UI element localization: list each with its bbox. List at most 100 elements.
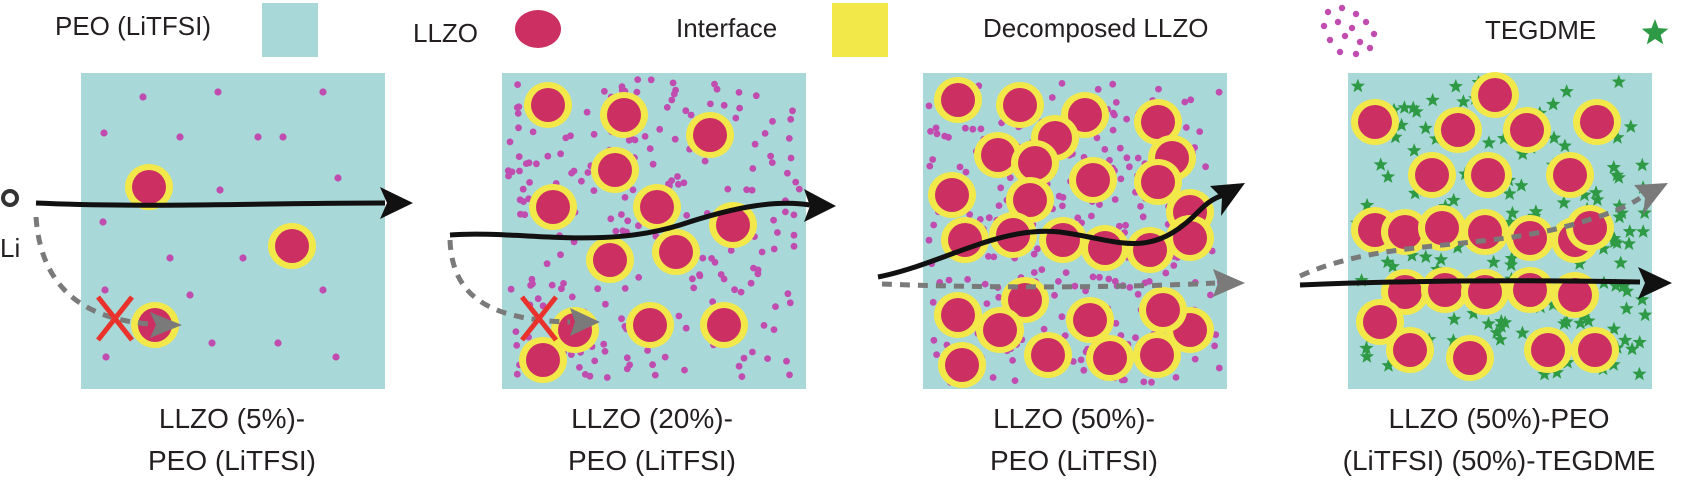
tegdme-star (1614, 205, 1629, 220)
caption-panel-2-line-2: PEO (LiTFSI) (568, 445, 736, 476)
llzo-particle (945, 348, 979, 382)
decomposed-dot (1040, 325, 1048, 333)
decomposed-dot (1112, 319, 1120, 327)
decomposed-dot (279, 133, 287, 141)
decomposed-dot (1109, 80, 1117, 88)
decomposed-dot (707, 100, 714, 108)
decomposed-dot (764, 355, 771, 362)
decomposed-dot (519, 185, 527, 193)
legend-peo-label: PEO (LiTFSI) (55, 11, 211, 41)
decomposed-dot (751, 140, 759, 148)
decomposed-dot (689, 275, 696, 283)
llzo-particle (1531, 333, 1565, 367)
decomposed-dot (1105, 275, 1113, 283)
llzo-particle (693, 118, 727, 152)
decomposed-dot (619, 227, 627, 235)
decomposed-dot (319, 88, 327, 96)
tegdme-star (1625, 341, 1640, 356)
tegdme-star (1635, 157, 1650, 172)
decomposed-dot (683, 212, 691, 219)
decomposed-dot (668, 96, 676, 104)
tegdme-star (1373, 157, 1388, 171)
decomposed-dot (506, 138, 514, 146)
decomposed-dot (618, 315, 625, 323)
decomposed-dot (1212, 331, 1220, 339)
decomposed-dot (607, 215, 615, 223)
tegdme-star (1556, 195, 1571, 209)
decomposed-dot (1116, 144, 1124, 152)
transport-paths (33, 183, 1672, 342)
decomposed-dot (1123, 115, 1130, 123)
llzo-particle (275, 229, 309, 263)
decomposed-dot (208, 339, 216, 347)
decomposed-dot (735, 362, 743, 370)
tegdme-star (1559, 314, 1574, 328)
llzo-particle (1141, 105, 1175, 139)
tegdme-star (1505, 205, 1520, 220)
legend-decomposed-label: Decomposed LLZO (983, 13, 1208, 43)
decomposed-dot (1324, 8, 1332, 16)
decomposed-dot (930, 221, 938, 229)
tegdme-star (1407, 143, 1422, 157)
decomposed-dot (526, 179, 533, 186)
decomposed-dot (770, 216, 777, 224)
tegdme-star (1613, 255, 1628, 269)
decomposed-dot (548, 281, 556, 289)
tegdme-star (1615, 279, 1631, 293)
legend: PEO (LiTFSI) LLZO Interface Decomposed L… (55, 3, 1669, 58)
captions: LLZO (5%)- PEO (LiTFSI) LLZO (20%)- PEO … (148, 403, 1655, 476)
decomposed-dot (1139, 213, 1147, 221)
decomposed-dot (515, 153, 523, 161)
llzo-particle (659, 235, 693, 269)
tegdme-star (1549, 365, 1564, 379)
tegdme-star (1504, 251, 1519, 265)
llzo-particle (593, 243, 627, 277)
legend-interface-label: Interface (676, 13, 777, 43)
llzo-particle (941, 298, 975, 332)
decomposed-dot (1109, 126, 1117, 134)
decomposed-dot (675, 312, 683, 320)
decomposed-dot (513, 104, 521, 111)
decomposed-dot (1348, 24, 1356, 32)
decomposed-dot (699, 254, 707, 262)
decomposed-dot (1137, 203, 1144, 210)
decomposed-dot (1069, 358, 1077, 365)
tegdme-star (1380, 254, 1395, 269)
decomposed-dot (1093, 134, 1101, 142)
decomposed-dot (761, 130, 769, 137)
decomposed-dot (789, 107, 796, 115)
llzo-particle (707, 308, 741, 342)
tegdme-star (1388, 129, 1403, 144)
decomposed-dot (100, 129, 108, 137)
decomposed-dot (749, 348, 756, 356)
llzo-path-dashed (1298, 195, 1642, 279)
decomposed-dot (635, 222, 642, 230)
decomposed-dot (737, 288, 745, 296)
decomposed-dot (625, 136, 633, 144)
tegdme-star (1619, 301, 1634, 315)
decomposed-dot (99, 218, 107, 226)
decomposed-dot (1089, 273, 1097, 281)
decomposed-dot (767, 152, 774, 160)
decomposed-dot (1011, 377, 1019, 384)
decomposed-dot (1341, 32, 1349, 40)
tegdme-star (1611, 74, 1626, 89)
caption-panel-1-line-1: LLZO (5%)- (159, 403, 305, 434)
decomposed-dot (783, 357, 790, 365)
decomposed-dot (516, 167, 523, 175)
decomposed-dot (769, 117, 776, 125)
decomposed-dot (668, 177, 675, 185)
decomposed-dot (1071, 282, 1079, 290)
tegdme-star (1404, 248, 1420, 262)
panel-llzo-50-tegdme (1348, 72, 1653, 389)
decomposed-dot (1207, 291, 1214, 299)
decomposed-dot (738, 373, 746, 380)
decomposed-dot (1006, 174, 1014, 182)
caption-panel-4-line-1: LLZO (50%)-PEO (1389, 403, 1610, 434)
decomposed-dot (969, 125, 977, 133)
decomposed-dot (1338, 4, 1346, 12)
decomposed-dot (1356, 38, 1364, 46)
tegdme-star (1446, 192, 1461, 207)
decomposed-dot (687, 111, 695, 119)
llzo-particle (1513, 221, 1547, 255)
